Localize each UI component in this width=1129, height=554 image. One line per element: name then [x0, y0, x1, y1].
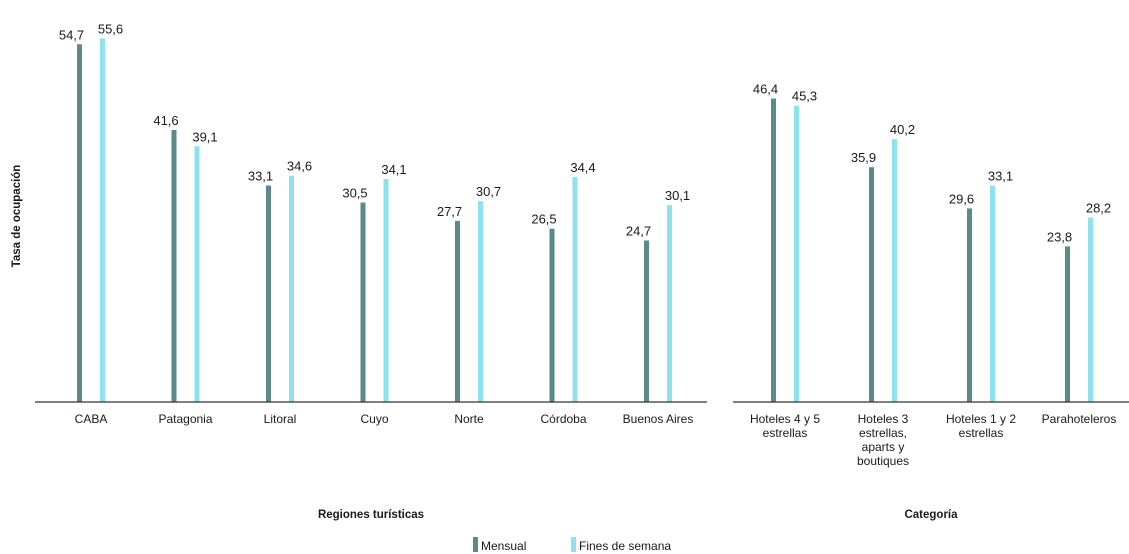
data-label: 24,7: [626, 223, 651, 238]
bar: [383, 178, 389, 402]
bar: [266, 185, 271, 402]
data-label: 30,5: [342, 186, 367, 201]
data-label: 29,6: [949, 191, 974, 206]
category-label: Patagonia: [158, 412, 212, 426]
category-label: Hoteles 3 estrellas, aparts y boutiques: [857, 412, 909, 468]
legend-swatch: [571, 537, 576, 552]
category-label: Parahoteleros: [1042, 412, 1117, 426]
data-label: 28,2: [1086, 201, 1111, 216]
data-label: 34,4: [570, 160, 595, 175]
data-label: 54,7: [59, 27, 84, 42]
bar: [194, 146, 200, 402]
data-label: 34,1: [381, 162, 406, 177]
data-label: 46,4: [753, 82, 778, 97]
category-label: Buenos Aires: [623, 412, 694, 426]
legend: Mensual Fines de semana: [473, 537, 671, 553]
y-axis-title: Tasa de ocupación: [11, 165, 23, 268]
regions-panel: 54,7 55,6 CABA 41,6 39,1 Patagonia 33,1 34,6 Lit…: [35, 21, 707, 521]
bar: [771, 98, 776, 402]
bar: [794, 105, 799, 402]
legend-label: Mensual: [481, 539, 526, 553]
data-label: 33,1: [248, 169, 273, 184]
bar: [455, 220, 460, 402]
data-label: 33,1: [988, 169, 1013, 184]
bar: [990, 185, 995, 402]
x-axis-title: Regiones turísticas: [318, 509, 424, 521]
category-label: CABA: [75, 412, 108, 426]
category-label: Hoteles 4 y 5 estrellas: [750, 412, 820, 440]
bar: [171, 129, 177, 402]
category-label: Cuyo: [360, 412, 388, 426]
bar: [549, 228, 555, 402]
bar: [644, 240, 649, 402]
bar: [1088, 217, 1093, 402]
data-label: 55,6: [98, 21, 123, 36]
data-label: 26,5: [531, 212, 556, 227]
bar: [1065, 246, 1070, 402]
bar: [892, 139, 897, 403]
bar: [77, 44, 82, 403]
bar: [967, 208, 972, 402]
data-label: 34,6: [287, 159, 312, 174]
data-label: 35,9: [851, 150, 876, 165]
data-label: 39,1: [192, 129, 217, 144]
bar: [289, 175, 294, 402]
data-label: 23,8: [1047, 229, 1072, 244]
data-label: 45,3: [792, 89, 817, 104]
data-label: 41,6: [153, 113, 178, 128]
data-label: 27,7: [437, 204, 462, 219]
data-label: 30,1: [665, 188, 690, 203]
bar: [100, 38, 105, 402]
data-label: 30,7: [476, 184, 501, 199]
bar: [869, 167, 874, 402]
legend-label: Fines de semana: [579, 539, 671, 553]
category-label: Litoral: [264, 412, 297, 426]
category-label: Norte: [454, 412, 484, 426]
bar: [360, 202, 366, 402]
category-label: Hoteles 1 y 2 estrellas: [946, 412, 1016, 440]
data-label: 40,2: [890, 122, 915, 137]
category-label: Córdoba: [540, 412, 586, 426]
x-axis-title: Categoría: [904, 509, 958, 521]
category-panel: 46,4 45,3 Hoteles 4 y 5 estrellas 35,9 40,2 Ho…: [733, 82, 1129, 521]
bar: [572, 177, 578, 402]
bar: [667, 205, 672, 402]
bar: [478, 201, 483, 402]
legend-swatch: [473, 537, 478, 552]
